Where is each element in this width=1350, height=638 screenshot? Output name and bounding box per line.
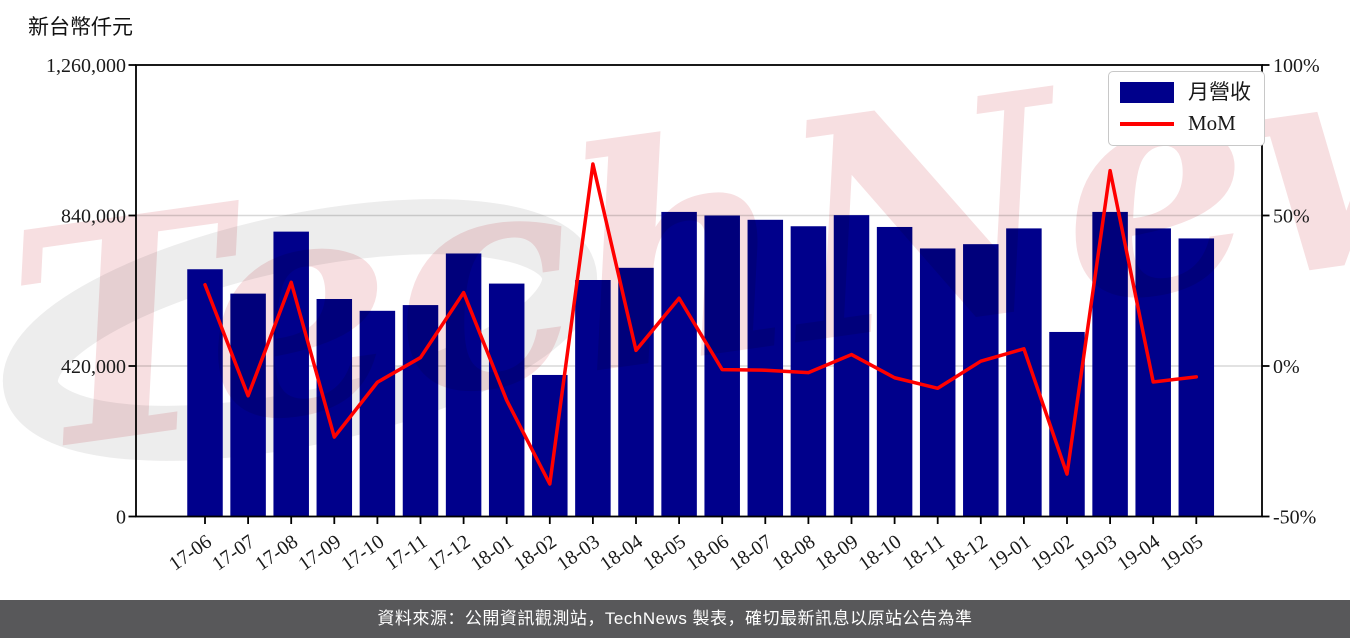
- left-axis-tick-label: 840,000: [61, 206, 126, 228]
- revenue-bar: [1049, 331, 1085, 517]
- x-axis-tick-label: 18-02: [510, 531, 561, 576]
- x-axis-tick-label: 18-12: [941, 531, 992, 576]
- revenue-bar-swatch-icon: [1120, 82, 1174, 104]
- legend-label-revenue: 月營收: [1188, 80, 1251, 104]
- x-axis-tick-label: 17-09: [294, 531, 345, 576]
- x-axis-tick-label: 17-12: [424, 531, 475, 576]
- revenue-bar: [1006, 228, 1042, 517]
- revenue-bar: [747, 219, 784, 517]
- revenue-bar: [661, 211, 697, 517]
- x-axis-tick-label: 17-07: [208, 531, 259, 576]
- x-axis-tick-label: 18-01: [467, 531, 518, 576]
- x-axis-tick-label: 17-06: [165, 531, 216, 576]
- plot-border: [135, 64, 1263, 518]
- left-axis-tick-label: 420,000: [61, 356, 126, 378]
- x-axis-tick-label: 18-09: [812, 531, 863, 576]
- revenue-bar: [618, 267, 654, 517]
- mom-line-swatch-icon: [1120, 121, 1174, 126]
- legend-item-mom: MoM: [1120, 111, 1251, 136]
- x-axis-tick-label: 19-03: [1070, 531, 1121, 576]
- x-axis-tick-label: 19-04: [1113, 531, 1164, 576]
- x-axis-tick-label: 17-11: [381, 531, 431, 575]
- revenue-bar: [833, 215, 870, 517]
- right-axis-tick-label: 50%: [1273, 206, 1310, 228]
- revenue-bar: [963, 244, 999, 517]
- x-axis-tick-label: 18-07: [725, 531, 776, 576]
- revenue-bar: [1135, 228, 1171, 517]
- right-axis: -50% 0% 50% 100%: [1262, 55, 1320, 529]
- mom-line: [203, 162, 1199, 486]
- revenue-bar: [187, 269, 223, 517]
- right-axis-tick-label: 100%: [1273, 55, 1320, 77]
- x-axis-tick-label: 18-03: [553, 531, 604, 576]
- x-axis-tick-label: 18-04: [596, 531, 647, 576]
- revenue-bar: [316, 298, 353, 517]
- revenue-bar: [445, 253, 482, 517]
- x-axis-tick-label: 19-01: [984, 531, 1035, 576]
- x-axis: 17-0617-0717-0817-0917-1017-1117-1218-01…: [165, 516, 1207, 576]
- revenue-bar: [230, 293, 266, 517]
- legend: 月營收 MoM: [1108, 71, 1265, 147]
- revenue-bar: [273, 231, 309, 517]
- left-axis: 0 420,000 840,000 1,260,000: [46, 55, 136, 529]
- revenue-bar: [359, 310, 396, 517]
- right-axis-tick-label: -50%: [1273, 507, 1316, 529]
- legend-item-revenue: 月營收: [1120, 80, 1251, 104]
- x-axis-tick-label: 18-08: [768, 531, 819, 576]
- x-axis-tick-label: 19-02: [1027, 531, 1078, 576]
- source-caption: 資料來源：公開資訊觀測站，TechNews 製表，確切最新訊息以原站公告為準: [0, 600, 1350, 638]
- revenue-bar: [575, 280, 611, 517]
- x-axis-tick-label: 18-06: [682, 531, 733, 576]
- x-axis-tick-label: 18-05: [639, 531, 690, 576]
- left-axis-title: 新台幣仟元: [28, 15, 133, 39]
- x-axis-tick-label: 18-11: [898, 531, 948, 575]
- left-axis-tick-label: 1,260,000: [46, 55, 126, 77]
- x-axis-tick-label: 17-08: [251, 531, 302, 576]
- revenue-bar: [704, 215, 740, 517]
- legend-label-mom: MoM: [1188, 111, 1236, 136]
- x-axis-tick-label: 18-10: [855, 531, 906, 576]
- left-axis-tick-label: 0: [116, 507, 126, 529]
- revenue-bars: [187, 211, 1215, 517]
- x-axis-tick-label: 17-10: [337, 531, 388, 576]
- right-axis-tick-label: 0%: [1273, 356, 1300, 378]
- x-axis-tick-label: 19-05: [1156, 531, 1207, 576]
